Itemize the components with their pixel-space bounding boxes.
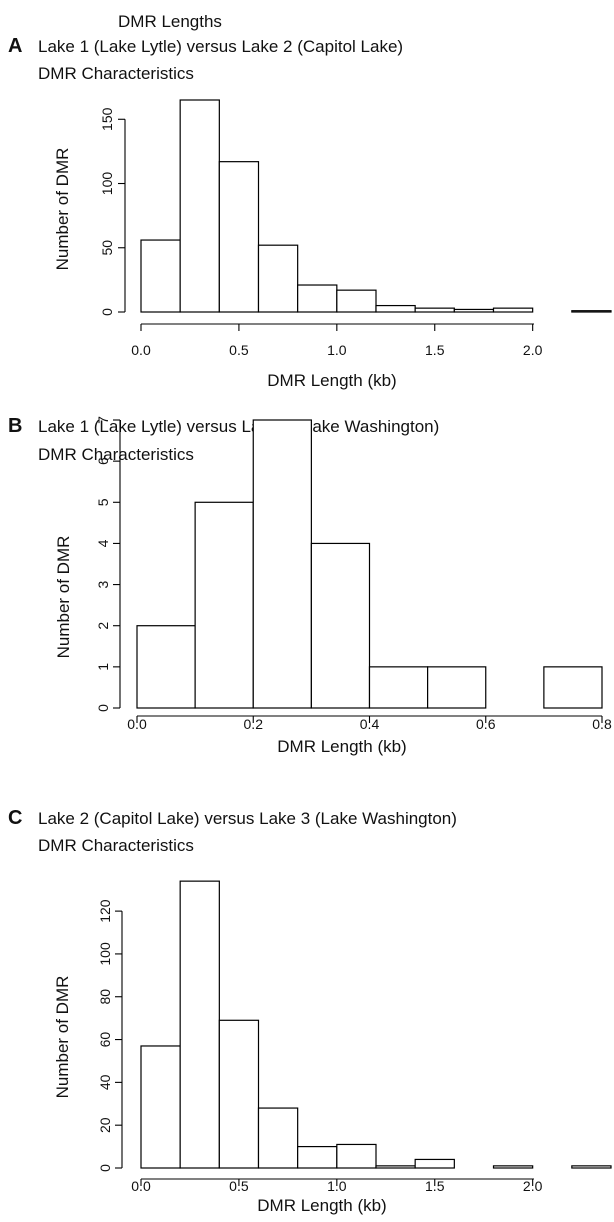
histogram-bar (297, 284, 338, 313)
histogram-bar (453, 308, 495, 313)
panel-subtitle: DMR Characteristics (38, 836, 194, 855)
y-tick-label: 0 (99, 308, 115, 316)
y-tick-label: 1 (95, 663, 111, 671)
panel-title: Lake 1 (Lake Lytle) versus Lake 3 (Lake … (38, 417, 439, 436)
histogram-panel-a: A Lake 1 (Lake Lytle) versus Lake 2 (Cap… (8, 35, 612, 390)
y-tick-label: 4 (95, 539, 111, 547)
y-axis-label: Number of DMR (54, 536, 73, 659)
histogram-bar (218, 1019, 260, 1169)
x-tick-label: 0.4 (360, 716, 380, 732)
y-tick-label: 5 (95, 498, 111, 506)
x-tick-label: 1.0 (327, 342, 347, 358)
histogram-bar (414, 1158, 455, 1169)
y-tick-label: 0 (97, 1164, 113, 1172)
histogram-bar (179, 880, 220, 1169)
x-tick-label: 0.5 (229, 342, 249, 358)
panel-title: Lake 1 (Lake Lytle) versus Lake 2 (Capit… (38, 37, 403, 56)
y-tick-label: 6 (95, 457, 111, 465)
x-tick-label: 0.8 (592, 716, 612, 732)
y-tick-label: 3 (95, 580, 111, 588)
y-axis-label: Number of DMR (53, 148, 72, 271)
panel-letter: B (8, 415, 22, 437)
histogram-bar (336, 1143, 377, 1169)
y-tick-label: 50 (99, 240, 115, 256)
histogram-bar (218, 161, 260, 313)
y-tick-label: 80 (97, 989, 113, 1005)
panel-title: Lake 2 (Capitol Lake) versus Lake 3 (Lak… (38, 809, 457, 828)
x-tick-label: 0.2 (244, 716, 264, 732)
x-tick-label: 0.0 (131, 1178, 151, 1194)
histogram-panel-b: B Lake 1 (Lake Lytle) versus Lake 3 (Lak… (8, 415, 612, 756)
y-tick-label: 60 (97, 1032, 113, 1048)
histogram-bar (368, 666, 429, 709)
y-tick-label: 100 (99, 172, 115, 196)
histogram-bar (427, 666, 487, 709)
histogram-bar (179, 99, 220, 313)
x-tick-label: 2.0 (523, 342, 543, 358)
histogram-bar (257, 1107, 299, 1169)
x-tick-label: 0.6 (476, 716, 496, 732)
figure-title: DMR Lengths (118, 12, 222, 31)
x-tick-label: 1.5 (425, 1178, 445, 1194)
histogram-bar (375, 1165, 416, 1169)
histogram-bar (140, 239, 181, 313)
histogram-bar (257, 244, 299, 313)
x-tick-label: 0.5 (229, 1178, 249, 1194)
x-tick-label: 2.0 (523, 1178, 543, 1194)
histogram-panel-c: C Lake 2 (Capitol Lake) versus Lake 3 (L… (8, 807, 612, 1215)
histogram-bar (414, 307, 455, 313)
x-tick-label: 0.0 (127, 716, 147, 732)
x-axis-label: DMR Length (kb) (267, 371, 396, 390)
x-tick-label: 0.0 (131, 342, 151, 358)
histogram-bar (571, 1165, 612, 1169)
panel-letter: A (8, 35, 22, 57)
histogram-bar (375, 304, 416, 313)
y-tick-label: 100 (97, 942, 113, 966)
histogram-bar (571, 310, 612, 313)
histogram-bar (252, 419, 312, 709)
panel-subtitle: DMR Characteristics (38, 445, 194, 464)
y-axis-label: Number of DMR (53, 976, 72, 1099)
histogram-bar (140, 1045, 181, 1169)
y-tick-label: 2 (95, 622, 111, 630)
histogram-bar (336, 289, 377, 313)
histogram-bar (492, 307, 534, 313)
y-tick-label: 20 (97, 1117, 113, 1133)
y-tick-label: 150 (99, 107, 115, 131)
histogram-bar (136, 625, 196, 709)
histogram-bar (543, 666, 603, 709)
x-tick-label: 1.0 (327, 1178, 347, 1194)
y-tick-label: 120 (97, 899, 113, 923)
x-axis-label: DMR Length (kb) (277, 737, 406, 756)
x-axis-label: DMR Length (kb) (257, 1196, 386, 1215)
histogram-bar (194, 501, 254, 709)
panel-subtitle: DMR Characteristics (38, 64, 194, 83)
histogram-bar (297, 1145, 338, 1169)
histogram-bar (492, 1165, 534, 1169)
y-tick-label: 40 (97, 1074, 113, 1090)
histogram-bar (310, 542, 371, 709)
x-tick-label: 1.5 (425, 342, 445, 358)
panel-letter: C (8, 807, 22, 829)
y-tick-label: 0 (95, 704, 111, 712)
y-tick-label: 7 (95, 416, 111, 424)
